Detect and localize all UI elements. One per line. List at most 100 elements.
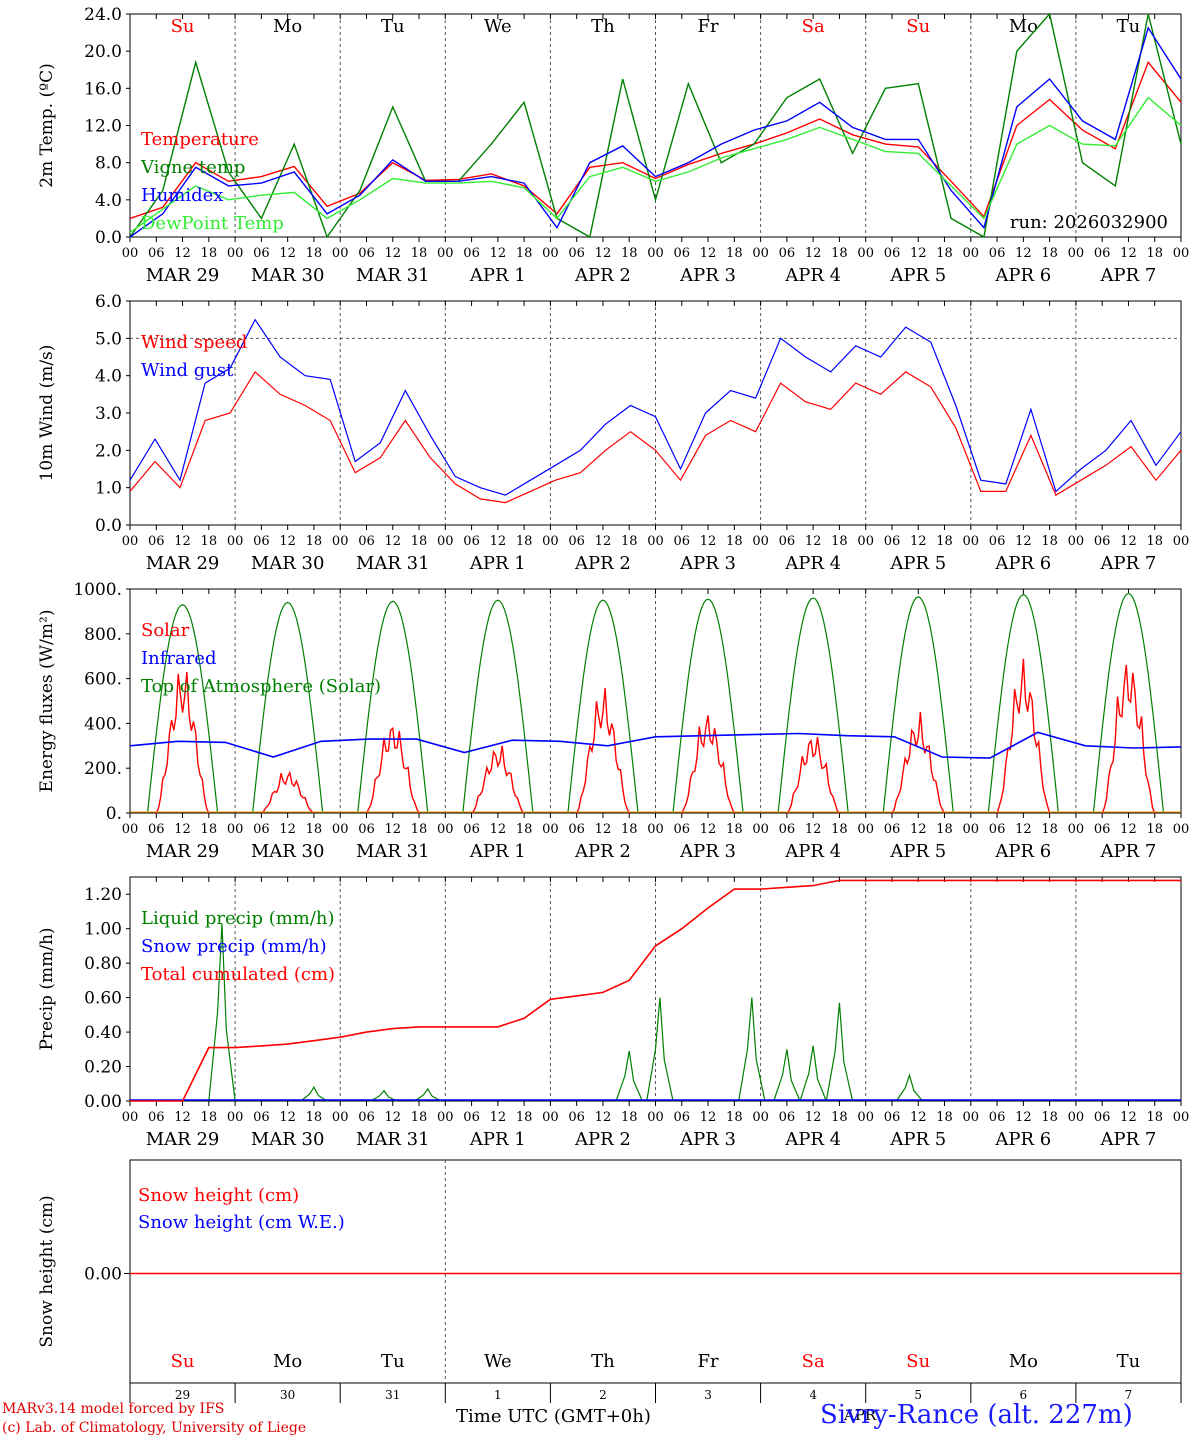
y-tick-label: 8.0	[95, 154, 122, 174]
hour-tick-label: 18	[411, 246, 428, 261]
hour-tick-label: 06	[884, 246, 901, 261]
model-credit: MARv3.14 model forced by IFS	[2, 1401, 225, 1417]
hour-tick-label: 06	[358, 534, 375, 549]
hour-tick-label: 18	[1041, 1110, 1058, 1125]
date-label: APR 2	[574, 1129, 631, 1150]
hour-tick-label: 06	[989, 534, 1006, 549]
day-number-label: 7	[1125, 1388, 1133, 1402]
y-tick-label: 1.00	[84, 920, 122, 940]
y-axis-label: Energy fluxes (W/m²)	[37, 610, 57, 793]
hour-tick-label: 18	[1146, 534, 1163, 549]
hour-tick-label: 00	[437, 1110, 454, 1125]
hour-tick-label: 18	[516, 246, 533, 261]
hour-tick-label: 00	[227, 534, 244, 549]
y-tick-label: 2.0	[95, 441, 122, 461]
hour-tick-label: 18	[516, 822, 533, 837]
hour-tick-label: 00	[542, 1110, 559, 1125]
day-name-label: We	[484, 16, 512, 37]
date-label: APR 2	[574, 841, 631, 862]
hour-tick-label: 18	[831, 822, 848, 837]
legend-entry: Snow precip (mm/h)	[141, 936, 327, 957]
hour-tick-label: 18	[936, 822, 953, 837]
date-label: APR 4	[784, 553, 841, 574]
hour-tick-label: 00	[332, 534, 349, 549]
hour-tick-label: 12	[1120, 1110, 1137, 1125]
hour-tick-label: 06	[674, 246, 691, 261]
y-tick-label: 3.0	[95, 404, 122, 424]
footer-credits: MARv3.14 model forced by IFS (c) Lab. of…	[2, 1400, 306, 1438]
hour-tick-label: 12	[700, 534, 717, 549]
hour-tick-label: 06	[989, 1110, 1006, 1125]
series-line-temperature	[129, 60, 1182, 220]
hour-tick-label: 12	[595, 534, 612, 549]
date-label: APR 1	[469, 265, 526, 286]
solar-curve	[576, 687, 630, 814]
y-tick-label: 0.00	[84, 1092, 122, 1112]
hour-tick-label: 18	[831, 246, 848, 261]
date-label: APR 6	[994, 553, 1051, 574]
day-name-label: Fr	[698, 16, 719, 37]
day-name-label: Fr	[698, 1351, 719, 1372]
hour-tick-label: 06	[568, 822, 585, 837]
hour-tick-label: 00	[752, 534, 769, 549]
legend-entry: Liquid precip (mm/h)	[141, 908, 335, 929]
y-tick-label: 4.0	[95, 367, 122, 387]
hour-tick-label: 00	[542, 822, 559, 837]
day-name-label: Mo	[273, 16, 302, 37]
solar-curve	[365, 726, 420, 814]
hour-tick-label: 12	[174, 534, 191, 549]
day-name-label: Su	[171, 16, 195, 37]
y-tick-label: 1.0	[95, 479, 122, 499]
y-axis-label: 2m Temp. (ºC)	[37, 63, 57, 188]
solar-curve	[155, 671, 210, 814]
y-tick-label: 800.	[84, 625, 122, 645]
hour-tick-label: 12	[700, 246, 717, 261]
hour-tick-label: 12	[490, 1110, 507, 1125]
day-number-label: 1	[494, 1388, 502, 1402]
hour-tick-label: 00	[122, 534, 139, 549]
date-label: MAR 29	[146, 1129, 220, 1150]
hour-tick-label: 12	[805, 822, 822, 837]
hour-tick-label: 18	[201, 246, 218, 261]
hour-tick-label: 06	[568, 534, 585, 549]
toa-solar-curve	[987, 593, 1059, 814]
hour-tick-label: 00	[437, 822, 454, 837]
legend-entry: Wind speed	[141, 332, 247, 353]
plot-frame	[129, 13, 1182, 238]
hour-tick-label: 18	[1041, 822, 1058, 837]
panel-snow: Snow height (cm) 0.00 29 30 31 1 2 3 4 5 6 7 Su Mo Tu W…	[37, 1159, 1182, 1403]
hour-tick-label: 18	[726, 1110, 743, 1125]
date-label: APR 6	[994, 841, 1051, 862]
hour-tick-label: 06	[779, 822, 796, 837]
hour-tick-label: 06	[884, 1110, 901, 1125]
solar-curve	[996, 658, 1051, 814]
day-number-label: 5	[914, 1388, 922, 1402]
hour-tick-label: 18	[831, 534, 848, 549]
date-label: APR 2	[574, 553, 631, 574]
solar-curve	[471, 745, 525, 814]
hour-tick-label: 18	[306, 1110, 323, 1125]
series-line-vigne-temp	[129, 12, 1182, 239]
hour-tick-label: 12	[490, 534, 507, 549]
day-number-label: 30	[280, 1388, 295, 1402]
y-tick-label: 12.0	[84, 117, 122, 137]
hour-tick-label: 12	[279, 1110, 296, 1125]
hour-tick-label: 00	[1068, 822, 1085, 837]
hour-tick-label: 18	[1041, 534, 1058, 549]
toa-solar-curve	[252, 601, 324, 814]
hour-tick-label: 00	[1173, 246, 1190, 261]
liquid-precip-spike	[208, 923, 236, 1102]
liquid-precip-spike	[799, 1045, 827, 1102]
hour-tick-label: 12	[279, 534, 296, 549]
date-label: APR 6	[994, 265, 1051, 286]
hour-tick-label: 12	[910, 822, 927, 837]
y-tick-label: 24.0	[84, 5, 122, 25]
hour-tick-label: 00	[752, 822, 769, 837]
day-number-label: 31	[385, 1388, 400, 1402]
day-name-label: Tu	[381, 1351, 405, 1372]
hour-tick-label: 06	[148, 534, 165, 549]
hour-tick-label: 06	[463, 534, 480, 549]
liquid-precip-spike	[738, 997, 766, 1102]
date-label: APR 5	[889, 841, 946, 862]
